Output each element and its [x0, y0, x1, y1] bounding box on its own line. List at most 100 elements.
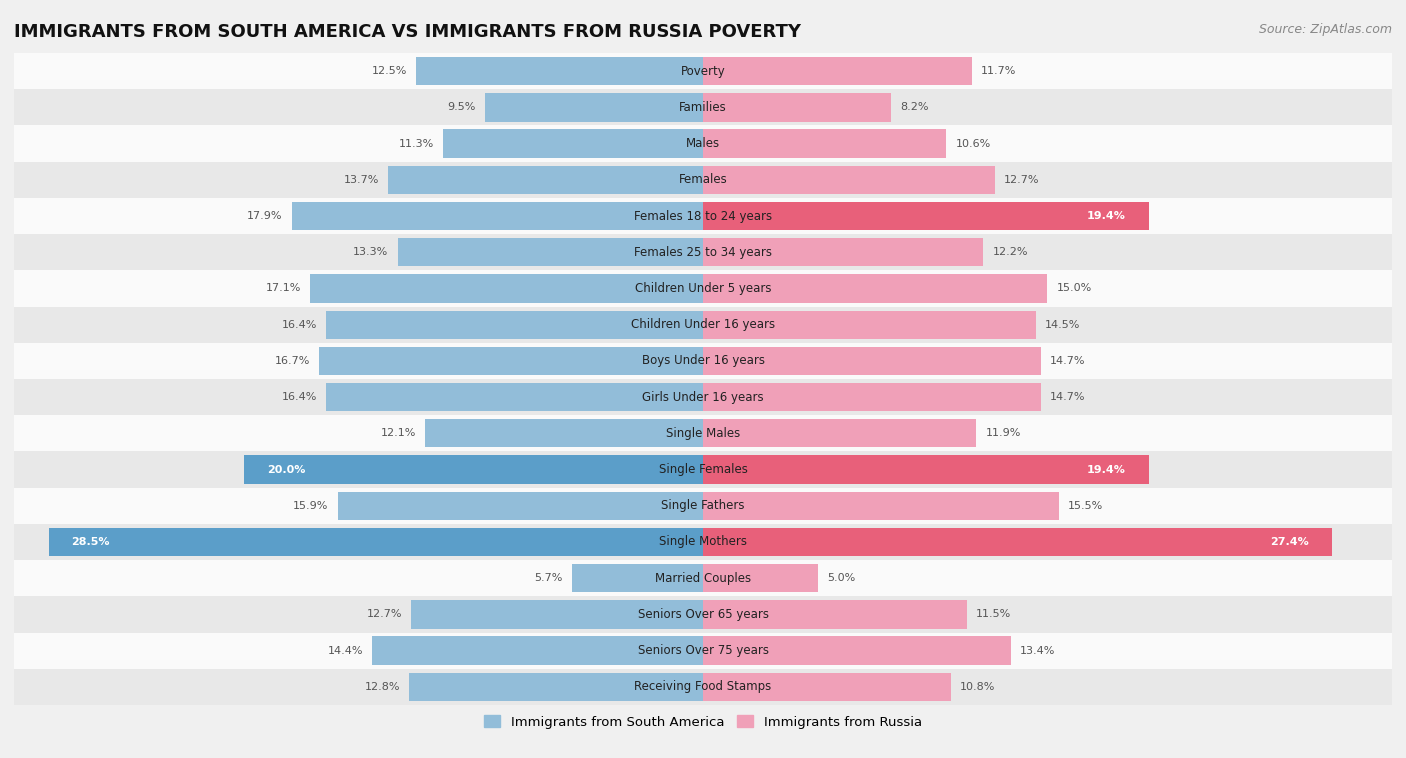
Text: 14.5%: 14.5% — [1045, 320, 1081, 330]
Bar — [703, 637, 1011, 665]
Bar — [14, 632, 1392, 669]
Bar — [703, 528, 1333, 556]
Bar — [703, 166, 994, 194]
Text: Females: Females — [679, 174, 727, 186]
Text: Married Couples: Married Couples — [655, 572, 751, 584]
Bar — [425, 419, 703, 447]
Text: Single Fathers: Single Fathers — [661, 500, 745, 512]
Text: Children Under 5 years: Children Under 5 years — [634, 282, 772, 295]
Text: Females 18 to 24 years: Females 18 to 24 years — [634, 209, 772, 223]
Text: Seniors Over 65 years: Seniors Over 65 years — [637, 608, 769, 621]
Text: Seniors Over 75 years: Seniors Over 75 years — [637, 644, 769, 657]
Text: 15.9%: 15.9% — [294, 501, 329, 511]
Bar — [14, 126, 1392, 161]
Bar — [292, 202, 703, 230]
Bar — [416, 57, 703, 86]
Bar — [398, 238, 703, 266]
Bar — [14, 597, 1392, 632]
Text: 12.1%: 12.1% — [381, 428, 416, 438]
Text: 15.0%: 15.0% — [1057, 283, 1092, 293]
Bar — [388, 166, 703, 194]
Text: 16.7%: 16.7% — [276, 356, 311, 366]
Text: 17.9%: 17.9% — [247, 211, 283, 221]
Bar — [14, 53, 1392, 89]
Text: 12.5%: 12.5% — [371, 66, 406, 76]
Bar — [243, 456, 703, 484]
Bar — [703, 202, 1149, 230]
Text: 11.7%: 11.7% — [981, 66, 1017, 76]
Text: 19.4%: 19.4% — [1087, 465, 1126, 475]
Text: 19.4%: 19.4% — [1087, 211, 1126, 221]
Text: 14.4%: 14.4% — [328, 646, 363, 656]
Bar — [311, 274, 703, 302]
Text: 12.7%: 12.7% — [1004, 175, 1039, 185]
Bar — [703, 130, 946, 158]
Text: 12.8%: 12.8% — [364, 682, 399, 692]
Text: Single Females: Single Females — [658, 463, 748, 476]
Bar — [412, 600, 703, 628]
Text: 13.3%: 13.3% — [353, 247, 388, 257]
Text: 17.1%: 17.1% — [266, 283, 301, 293]
Bar — [703, 346, 1040, 375]
Text: 8.2%: 8.2% — [900, 102, 929, 112]
Text: Males: Males — [686, 137, 720, 150]
Text: 15.5%: 15.5% — [1069, 501, 1104, 511]
Bar — [14, 234, 1392, 271]
Text: 28.5%: 28.5% — [72, 537, 110, 547]
Bar — [14, 89, 1392, 126]
Text: 5.0%: 5.0% — [827, 573, 855, 583]
Bar — [14, 487, 1392, 524]
Bar — [14, 452, 1392, 487]
Text: 11.9%: 11.9% — [986, 428, 1021, 438]
Bar — [14, 306, 1392, 343]
Bar — [409, 672, 703, 701]
Text: 20.0%: 20.0% — [267, 465, 305, 475]
Bar — [14, 524, 1392, 560]
Bar — [14, 198, 1392, 234]
Bar — [703, 311, 1036, 339]
Text: IMMIGRANTS FROM SOUTH AMERICA VS IMMIGRANTS FROM RUSSIA POVERTY: IMMIGRANTS FROM SOUTH AMERICA VS IMMIGRA… — [14, 23, 801, 41]
Bar — [48, 528, 703, 556]
Bar — [703, 57, 972, 86]
Bar — [373, 637, 703, 665]
Bar — [14, 271, 1392, 306]
Bar — [572, 564, 703, 592]
Bar — [703, 274, 1047, 302]
Bar — [14, 161, 1392, 198]
Text: Families: Families — [679, 101, 727, 114]
Text: 11.5%: 11.5% — [976, 609, 1011, 619]
Text: Children Under 16 years: Children Under 16 years — [631, 318, 775, 331]
Bar — [14, 560, 1392, 597]
Bar — [703, 564, 818, 592]
Text: Poverty: Poverty — [681, 64, 725, 77]
Text: 10.8%: 10.8% — [960, 682, 995, 692]
Bar — [703, 456, 1149, 484]
Text: Single Males: Single Males — [666, 427, 740, 440]
Legend: Immigrants from South America, Immigrants from Russia: Immigrants from South America, Immigrant… — [479, 710, 927, 735]
Bar — [326, 383, 703, 412]
Text: 14.7%: 14.7% — [1050, 392, 1085, 402]
Bar — [337, 492, 703, 520]
Bar — [703, 238, 983, 266]
Bar — [703, 383, 1040, 412]
Bar — [14, 379, 1392, 415]
Text: 14.7%: 14.7% — [1050, 356, 1085, 366]
Bar — [14, 669, 1392, 705]
Bar — [326, 311, 703, 339]
Text: Females 25 to 34 years: Females 25 to 34 years — [634, 246, 772, 258]
Text: 16.4%: 16.4% — [281, 320, 318, 330]
Text: 13.4%: 13.4% — [1019, 646, 1056, 656]
Bar — [14, 415, 1392, 452]
Bar — [703, 419, 976, 447]
Text: Girls Under 16 years: Girls Under 16 years — [643, 390, 763, 403]
Bar — [14, 343, 1392, 379]
Bar — [703, 492, 1059, 520]
Bar — [703, 672, 950, 701]
Text: 10.6%: 10.6% — [956, 139, 991, 149]
Text: 16.4%: 16.4% — [281, 392, 318, 402]
Text: 12.2%: 12.2% — [993, 247, 1028, 257]
Text: 13.7%: 13.7% — [344, 175, 380, 185]
Text: Source: ZipAtlas.com: Source: ZipAtlas.com — [1258, 23, 1392, 36]
Text: 9.5%: 9.5% — [447, 102, 475, 112]
Text: 12.7%: 12.7% — [367, 609, 402, 619]
